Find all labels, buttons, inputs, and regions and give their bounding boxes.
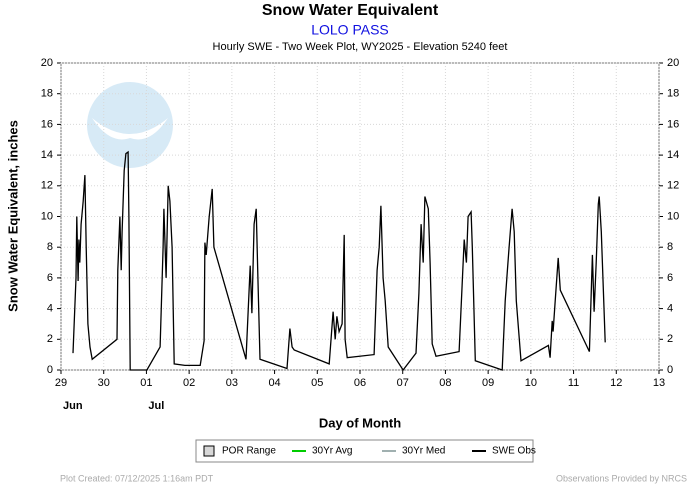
x-tick-label: 02 (183, 377, 195, 389)
noaa-logo (87, 82, 173, 168)
y-tick-label: 4 (47, 303, 53, 315)
chart-title: Snow Water Equivalent (262, 2, 439, 19)
x-tick-label: 10 (525, 377, 537, 389)
x-tick-label: 06 (354, 377, 366, 389)
y2-tick-label: 14 (667, 149, 679, 161)
y2-tick-label: 12 (667, 180, 679, 192)
x-tick-label: 29 (55, 377, 67, 389)
x-tick-label: 03 (226, 377, 238, 389)
y2-tick-label: 10 (667, 210, 679, 222)
footer-source: Observations Provided by NRCS (556, 473, 687, 483)
month-label: Jul (148, 400, 164, 412)
y-tick-label: 2 (47, 333, 53, 345)
month-label: Jun (63, 400, 83, 412)
legend-swatch (203, 445, 215, 457)
y2-tick-label: 0 (667, 364, 673, 376)
y2-tick-label: 2 (667, 333, 673, 345)
y-tick-label: 18 (41, 88, 53, 100)
footer-created: Plot Created: 07/12/2025 1:16am PDT (60, 473, 214, 483)
station-name: LOLO PASS (311, 22, 389, 38)
x-tick-label: 12 (610, 377, 622, 389)
x-tick-label: 04 (268, 377, 280, 389)
y-tick-label: 14 (41, 149, 53, 161)
y-tick-label: 10 (41, 210, 53, 222)
legend-box (195, 439, 534, 463)
y-tick-label: 20 (41, 57, 53, 69)
legend-label: 30Yr Med (402, 446, 445, 457)
x-tick-label: 11 (568, 377, 579, 389)
y2-tick-label: 4 (667, 303, 673, 315)
y-tick-label: 6 (47, 272, 53, 284)
x-tick-label: 01 (140, 377, 152, 389)
y2-tick-label: 8 (667, 241, 673, 253)
y-tick-label: 12 (41, 180, 53, 192)
x-tick-label: 30 (98, 377, 110, 389)
swe-line (72, 150, 606, 372)
x-tick-label: 09 (482, 377, 494, 389)
x-tick-label: 07 (397, 377, 409, 389)
y-tick-label: 16 (41, 118, 53, 130)
y-axis-label: Snow Water Equivalent, inches (5, 120, 20, 312)
y2-tick-label: 20 (667, 57, 679, 69)
x-tick-label: 13 (653, 377, 665, 389)
x-tick-label: 05 (311, 377, 323, 389)
y-tick-label: 8 (47, 241, 53, 253)
chart-subtitle: Hourly SWE - Two Week Plot, WY2025 - Ele… (213, 41, 508, 53)
y2-tick-label: 6 (667, 272, 673, 284)
y-tick-label: 0 (47, 364, 53, 376)
legend-label: SWE Obs (492, 446, 536, 457)
x-axis-label: Day of Month (319, 415, 401, 430)
legend-label: 30Yr Avg (312, 446, 352, 457)
y2-tick-label: 16 (667, 118, 679, 130)
x-tick-label: 08 (439, 377, 451, 389)
legend-label: POR Range (222, 446, 276, 457)
y2-tick-label: 18 (667, 88, 679, 100)
